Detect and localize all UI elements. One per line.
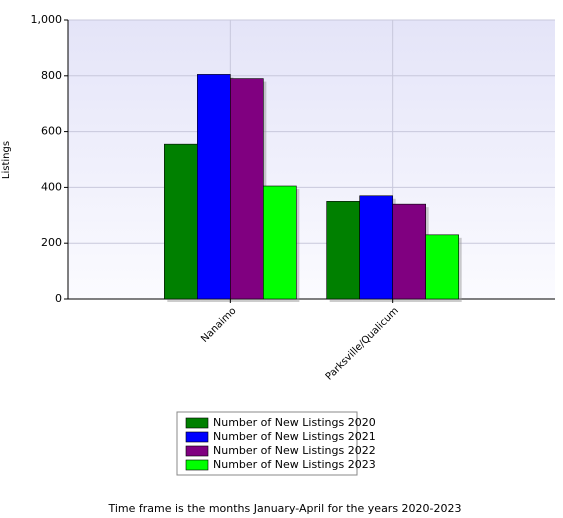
legend-swatch [185,431,209,443]
x-tick-label: Parksville/Qualicum [324,305,401,382]
y-tick-label: 1,000 [31,13,63,26]
legend-label: Number of New Listings 2021 [213,430,376,443]
bar [164,143,198,300]
y-tick-label: 200 [41,236,62,249]
legend-label: Number of New Listings 2020 [213,416,376,429]
bar [326,201,360,300]
legend-label: Number of New Listings 2022 [213,444,376,457]
y-tick-label: 600 [41,125,62,138]
x-tick-label: Nanaimo [199,305,238,344]
bar [197,74,231,300]
legend-swatch [185,445,209,457]
legend-label: Number of New Listings 2023 [213,458,376,471]
legend-swatch [185,459,209,471]
y-tick-label: 400 [41,180,62,193]
y-axis-label: Listings [1,141,12,179]
caption: Time frame is the months January-April f… [107,502,461,515]
bar [263,185,297,300]
legend-swatch [185,417,209,429]
plot-area [68,20,555,299]
bar [359,195,393,300]
y-tick-label: 800 [41,69,62,82]
bar [392,203,426,300]
bar [425,234,459,300]
y-tick-label: 0 [55,292,62,305]
bar [230,78,264,300]
